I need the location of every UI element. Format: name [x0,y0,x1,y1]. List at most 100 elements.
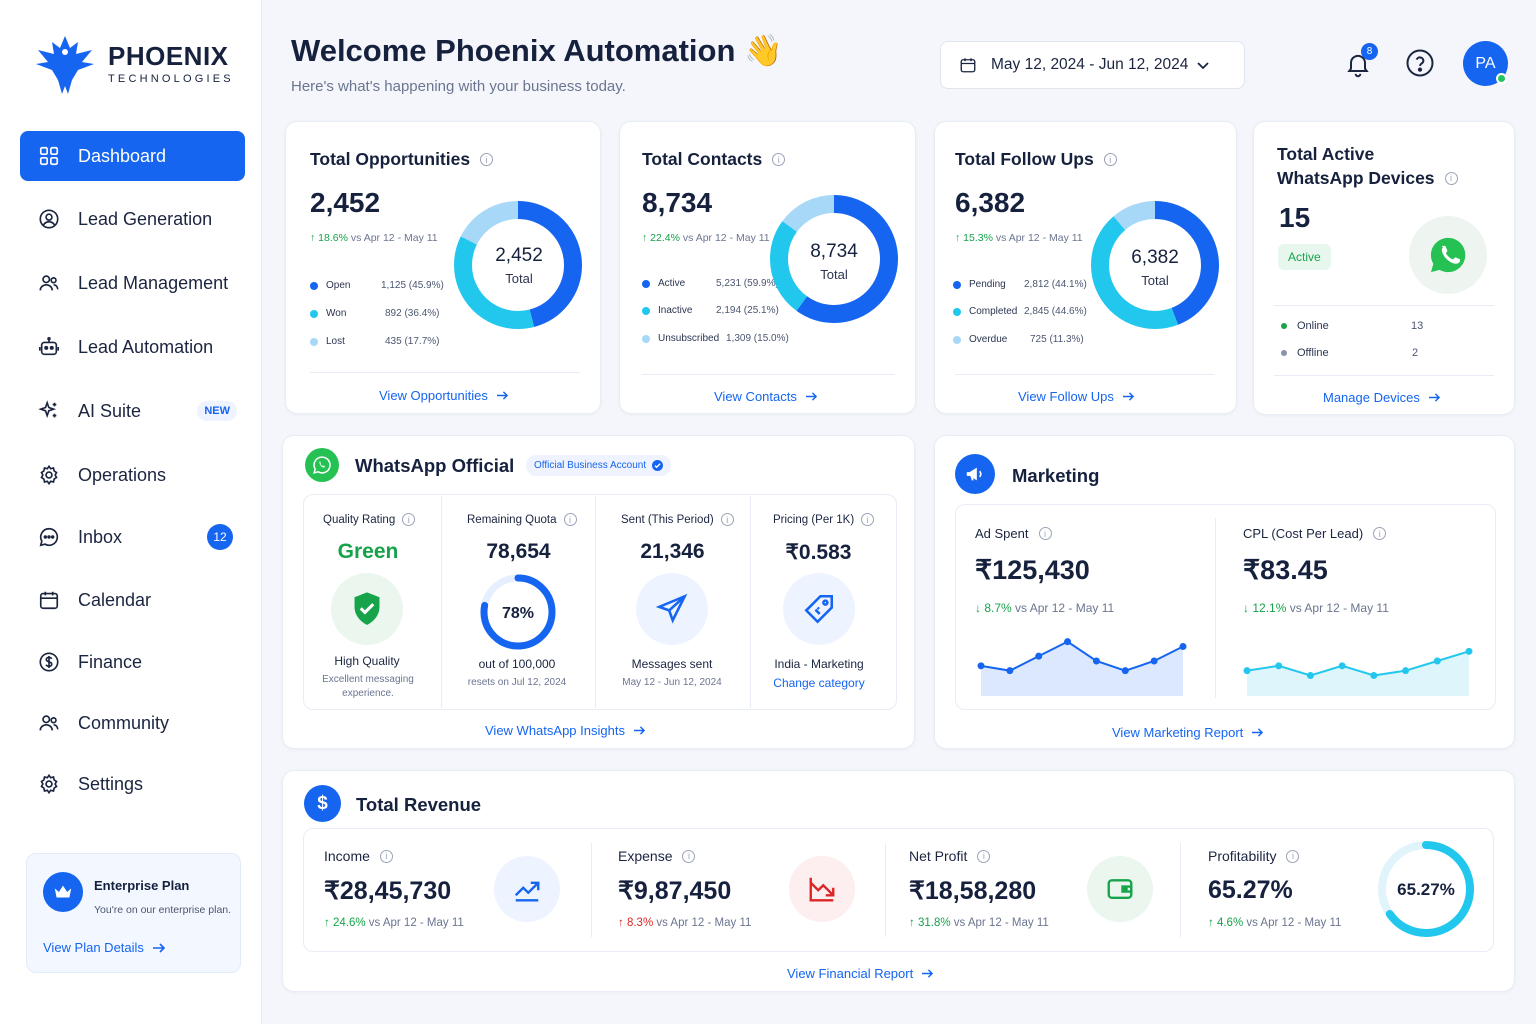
bell-icon[interactable] [1344,50,1372,78]
arrow-right-icon [633,726,646,735]
info-icon[interactable]: i [379,849,393,863]
quota-ring: 78% [480,574,556,650]
sidebar-item-finance[interactable]: Finance [20,637,245,687]
sparkline-area [981,641,1183,696]
income-label: Income i [324,848,393,864]
revenue-panel [303,828,1494,952]
view-followups-link[interactable]: View Follow Ups [1018,389,1135,404]
sidebar-item-label: Settings [78,773,144,794]
sidebar-item-operations[interactable]: Operations [20,450,245,500]
sidebar-item-lead-management[interactable]: Lead Management [20,258,245,308]
info-icon[interactable]: i [1444,171,1458,185]
info-icon[interactable]: i [480,153,494,166]
whatsapp-metrics-panel [303,494,897,710]
arrow-right-icon [1252,728,1264,737]
info-icon[interactable]: i [1373,527,1387,540]
profitability-ring: 65.27% [1378,841,1474,937]
legend-lost: Lost 435 (17.7%) [310,336,439,347]
change-category-link[interactable]: Change category [773,676,865,690]
new-badge: NEW [197,401,237,421]
legend-overdue: Overdue 725 (11.3%) [953,334,1084,345]
delta: ↑ 22.4% vs Apr 12 - May 11 [642,232,770,244]
link-label: View Plan Details [43,940,144,955]
sidebar-item-label: Operations [78,464,167,485]
net-profit-label: Net Profit i [909,848,991,864]
opportunities-card: Total Opportunities i 2,452 ↑ 18.6% vs Ap… [285,121,601,414]
sparkline-point [1338,662,1346,670]
legend-open: Open 1,125 (45.9%) [310,280,444,291]
community-icon [39,715,59,731]
section-title: Marketing [1012,465,1100,486]
arrow-right-icon [152,942,166,953]
online-status-dot [1496,73,1507,84]
quota-sub: resets on Jul 12, 2024 [467,677,567,688]
info-icon[interactable]: i [402,513,416,526]
chevron-down-icon [1197,62,1209,70]
cpl-label: CPL (Cost Per Lead) i [1243,526,1387,541]
sidebar-item-ai-suite[interactable]: AI Suite NEW [20,386,245,436]
manage-devices-link[interactable]: Manage Devices [1323,390,1441,405]
avatar[interactable]: PA [1463,41,1508,86]
pricing-value: ₹0.583 [785,541,852,564]
followups-donut [1091,201,1219,329]
view-contacts-link[interactable]: View Contacts [714,389,818,404]
view-opportunities-link[interactable]: View Opportunities [379,388,509,403]
sparkline-point [1465,647,1473,655]
whatsapp-icon [1409,216,1487,294]
donut-segment-overdue [1091,201,1219,329]
followups-card: Total Follow Ups i 6,382 ↑ 15.3% vs Apr 1… [934,121,1237,414]
logo[interactable]: PHOENIX TECHNOLOGIES [30,28,234,98]
view-plan-details-link[interactable]: View Plan Details [43,940,166,955]
phoenix-logo-icon [36,36,94,94]
sparkline-point [1402,667,1410,675]
legend-won: Won 892 (36.4%) [310,308,439,319]
crown-icon [43,872,83,912]
sidebar-item-settings[interactable]: Settings [20,759,245,809]
card-title: Total Opportunities i [310,149,494,170]
sparkline-point [1150,657,1158,665]
sidebar-item-lead-generation[interactable]: Lead Generation [20,194,245,244]
info-icon[interactable]: i [1286,849,1300,863]
info-icon[interactable]: i [682,849,696,863]
view-marketing-report-link[interactable]: View Marketing Report [1112,725,1264,740]
sidebar-item-dashboard[interactable]: Dashboard [20,131,245,181]
view-whatsapp-insights-link[interactable]: View WhatsApp Insights [485,723,646,738]
svg-text:65.27%: 65.27% [1397,880,1455,899]
info-icon[interactable]: i [772,153,786,166]
arrow-right-icon [922,969,934,978]
sidebar-item-label: Inbox [78,526,123,547]
sparkline-point [1243,667,1251,675]
donut-center: 6,382 Total [1131,247,1179,288]
quality-caption: High Quality [334,654,400,668]
notification-badge: 8 [1361,43,1378,60]
trending-down-icon [789,856,855,922]
donut-segment-unsubscribed [770,195,898,323]
sent-sub: May 12 - Jun 12, 2024 [622,677,722,688]
robot-icon [39,337,59,356]
sidebar-item-calendar[interactable]: Calendar [20,575,245,625]
info-icon[interactable]: i [1103,153,1117,166]
info-icon[interactable]: i [1038,527,1052,540]
legend-completed: Completed 2,845 (44.6%) [953,306,1087,317]
sidebar-item-label: Calendar [78,589,152,610]
help-icon[interactable] [1405,48,1435,78]
calendar-icon [39,591,59,610]
info-icon[interactable]: i [861,513,875,526]
brand-name: PHOENIX [108,41,229,71]
donut-segment-completed [1091,201,1219,329]
info-icon[interactable]: i [563,513,577,526]
info-icon[interactable]: i [977,849,991,863]
contacts-donut [770,195,898,323]
opportunities-value: 2,452 [310,187,381,218]
price-tag-icon [783,573,855,645]
ad-spent-value: ₹125,430 [975,555,1090,585]
status-badge: Active [1278,244,1331,270]
sidebar-item-inbox[interactable]: Inbox 12 [20,512,245,562]
date-range-picker[interactable]: May 12, 2024 - Jun 12, 2024 [940,41,1245,89]
verified-icon [652,460,664,471]
sidebar-item-lead-automation[interactable]: Lead Automation [20,322,245,372]
info-icon[interactable]: i [720,513,734,526]
paper-plane-icon [636,573,708,645]
view-financial-report-link[interactable]: View Financial Report [787,966,934,981]
sidebar-item-community[interactable]: Community [20,698,245,748]
